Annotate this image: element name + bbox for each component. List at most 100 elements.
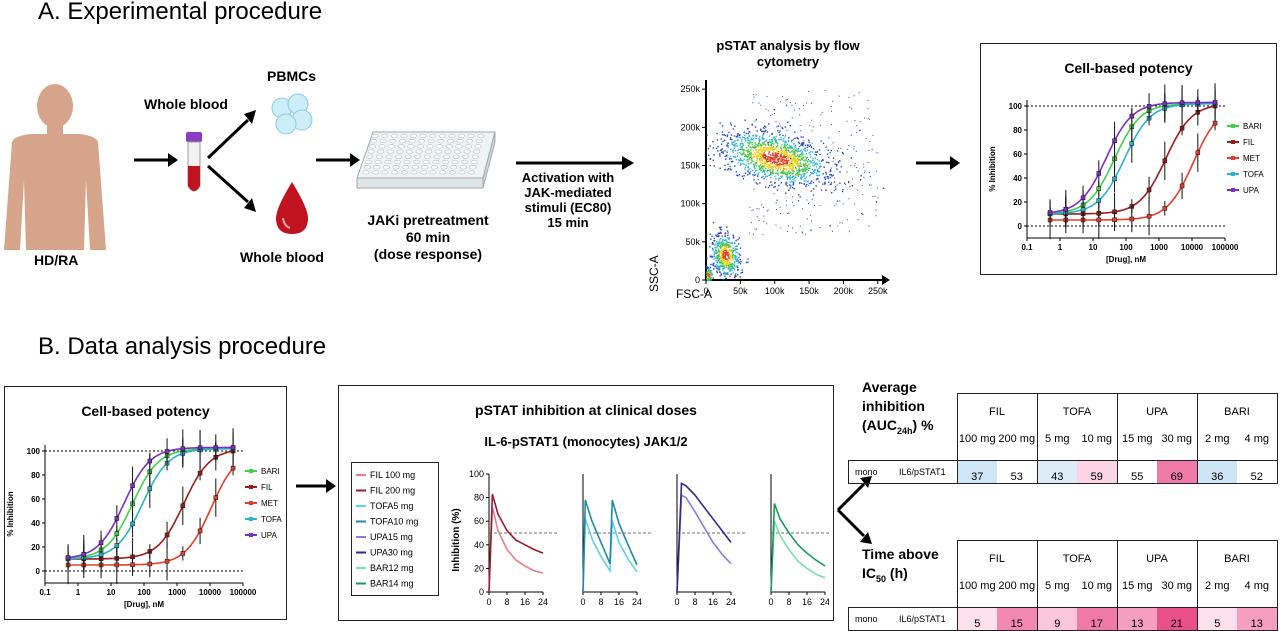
- well: [474, 144, 482, 149]
- cell-type-label: mono: [855, 467, 878, 477]
- flow-dot: [771, 173, 773, 175]
- flow-dot: [717, 260, 719, 262]
- arrow-icon: [134, 153, 178, 167]
- pretreatment-text: JAKi pretreatment 60 min (dose response): [358, 212, 498, 263]
- flow-dot: [772, 169, 774, 171]
- data-point: [230, 465, 236, 471]
- flow-dot: [792, 153, 794, 155]
- flow-dot: [760, 129, 762, 131]
- data-point: [1212, 100, 1218, 105]
- flow-dot: [727, 252, 730, 254]
- avg-label-sub: 24h: [897, 425, 913, 436]
- flow-dot: [777, 159, 780, 161]
- legend-marker: [1231, 124, 1235, 128]
- flow-dot: [738, 261, 740, 263]
- pk-legend-label: BAR14 mg: [370, 579, 414, 589]
- flow-dot: [800, 153, 803, 156]
- flow-dot: [762, 130, 764, 133]
- flow-dot: [738, 148, 740, 151]
- data-point: [1080, 195, 1086, 201]
- flow-dot: [734, 156, 736, 159]
- flow-dot: [774, 152, 777, 154]
- flow-dot: [777, 168, 780, 170]
- flow-dot: [848, 145, 850, 147]
- flow-dot: [785, 172, 787, 174]
- flow-dot: [734, 275, 737, 278]
- y-tick-label: 0: [1018, 222, 1023, 231]
- flow-dot: [712, 249, 714, 251]
- flow-dot: [743, 136, 745, 139]
- flow-dot: [792, 162, 794, 165]
- flow-dot: [790, 158, 792, 160]
- flow-dot: [784, 143, 786, 145]
- flow-dot: [774, 181, 776, 184]
- flow-dot: [753, 188, 755, 190]
- flow-dot: [728, 253, 730, 256]
- flow-dot: [811, 102, 813, 104]
- flow-dot: [815, 154, 817, 156]
- flow-dot: [876, 187, 878, 189]
- flow-dot: [761, 159, 764, 162]
- flow-dot: [729, 275, 731, 277]
- flow-dot: [780, 153, 782, 156]
- data-point: [1195, 100, 1201, 105]
- flow-dot: [859, 130, 861, 132]
- flow-dot: [810, 171, 812, 174]
- flow-dot: [731, 138, 733, 141]
- pbmcs-label: PBMCs: [267, 68, 317, 84]
- well: [429, 133, 437, 139]
- flow-dot: [739, 144, 741, 146]
- flow-dot: [761, 155, 763, 157]
- flow-dot: [783, 152, 785, 154]
- flow-dot: [833, 190, 835, 192]
- x-tick-label: 10: [1089, 243, 1098, 252]
- flow-dot: [754, 170, 757, 172]
- flow-dot: [793, 138, 795, 140]
- flow-dot: [814, 169, 816, 171]
- flow-dot: [766, 131, 769, 133]
- flow-dot: [726, 251, 729, 254]
- pk-x-tick-label: 24: [538, 597, 548, 607]
- flow-dot: [739, 160, 741, 162]
- flow-dot: [764, 158, 766, 160]
- flow-dot: [816, 178, 819, 180]
- flow-dot: [768, 142, 770, 144]
- flow-dot: [728, 237, 730, 239]
- flow-dot: [764, 155, 766, 157]
- flow-dot: [779, 149, 782, 152]
- flow-dot: [772, 146, 775, 148]
- flow-dot: [713, 251, 715, 253]
- well: [416, 144, 424, 149]
- flow-dot: [810, 214, 812, 216]
- flow-xlabel: FSC-A: [676, 287, 712, 301]
- whole-blood-drop-label: Whole blood: [240, 249, 324, 265]
- well: [455, 144, 463, 149]
- data-point: [164, 532, 170, 538]
- well: [470, 159, 478, 165]
- flow-dot: [775, 135, 777, 138]
- flow-dot: [775, 141, 778, 144]
- flow-dot: [725, 258, 727, 260]
- flow-dot: [794, 102, 796, 104]
- data-point: [180, 503, 186, 509]
- flow-dot: [802, 149, 805, 151]
- flow-dot: [788, 184, 791, 186]
- flow-dot: [726, 241, 729, 243]
- data-point: [1162, 158, 1168, 164]
- dose-header: 100 mg: [956, 577, 997, 595]
- dose-header: 15 mg: [1116, 430, 1157, 448]
- flow-dot: [783, 140, 785, 143]
- flow-dot: [786, 164, 789, 166]
- data-point: [147, 486, 153, 491]
- flow-x-tick-label: 50k: [733, 286, 748, 296]
- flow-dot: [745, 149, 747, 152]
- pk-y-tick-label: 40: [474, 540, 484, 550]
- pk-x-tick-label: 0: [580, 597, 585, 607]
- data-point: [180, 551, 186, 556]
- flow-dot: [801, 168, 803, 171]
- flow-dot: [760, 145, 763, 147]
- flow-dot: [762, 158, 764, 160]
- flow-dot: [721, 259, 723, 262]
- flow-dot: [753, 93, 755, 95]
- flow-dot: [724, 238, 727, 241]
